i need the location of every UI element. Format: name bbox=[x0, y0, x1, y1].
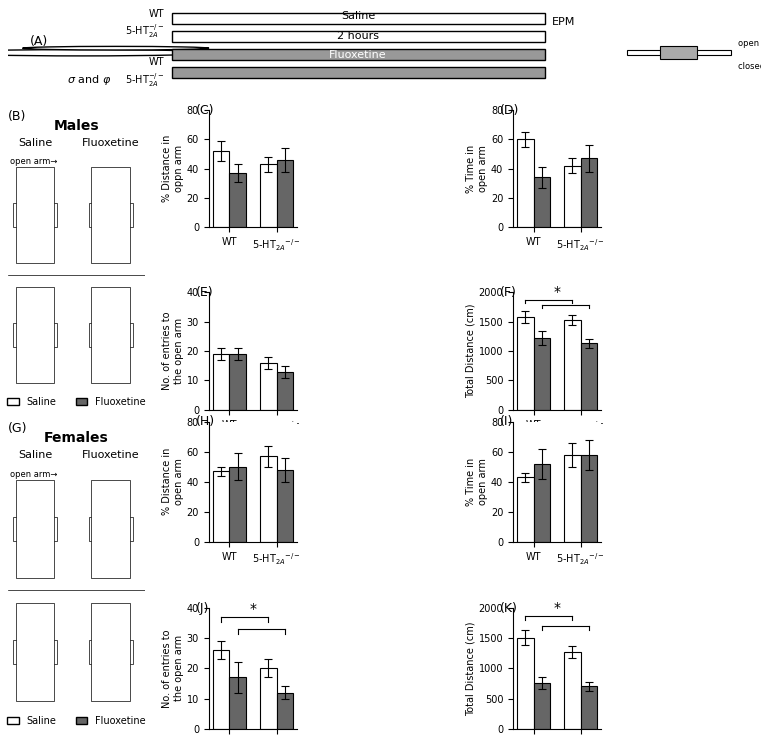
Bar bbox=[89, 640, 132, 664]
Bar bbox=[16, 287, 54, 383]
Text: Fluoxetine: Fluoxetine bbox=[82, 450, 139, 461]
Bar bbox=[229, 677, 246, 729]
Ellipse shape bbox=[0, 49, 213, 56]
Legend: Saline, Fluoxetine: Saline, Fluoxetine bbox=[3, 712, 150, 730]
Bar bbox=[260, 668, 276, 729]
Text: open arm→: open arm→ bbox=[11, 157, 58, 166]
Bar bbox=[533, 464, 550, 542]
Bar bbox=[172, 67, 545, 78]
Bar bbox=[533, 684, 550, 729]
Bar bbox=[16, 480, 54, 578]
Text: 5-HT$_{2A}^{-/-}$: 5-HT$_{2A}^{-/-}$ bbox=[125, 71, 164, 88]
Y-axis label: % Time in
open arm: % Time in open arm bbox=[466, 458, 488, 506]
Bar bbox=[276, 160, 293, 227]
Y-axis label: % Distance in
oppn arm: % Distance in oppn arm bbox=[162, 135, 184, 202]
Text: Males: Males bbox=[53, 118, 99, 132]
Bar bbox=[172, 49, 545, 60]
Text: *: * bbox=[554, 285, 561, 299]
Bar bbox=[16, 167, 54, 263]
Bar bbox=[229, 354, 246, 410]
Bar bbox=[260, 456, 276, 542]
Bar bbox=[91, 167, 130, 263]
Bar bbox=[213, 151, 229, 227]
Bar bbox=[229, 467, 246, 542]
Text: (F): (F) bbox=[500, 286, 517, 300]
Bar bbox=[581, 687, 597, 729]
Bar bbox=[91, 287, 130, 383]
Bar bbox=[213, 354, 229, 410]
Text: Fluoxetine: Fluoxetine bbox=[330, 49, 387, 60]
Y-axis label: No. of entries to
the open arm: No. of entries to the open arm bbox=[162, 312, 184, 390]
Bar bbox=[13, 640, 57, 664]
Bar bbox=[91, 603, 130, 701]
Bar bbox=[564, 455, 581, 542]
Legend: Saline, Fluoxetine: Saline, Fluoxetine bbox=[3, 393, 150, 411]
Bar bbox=[517, 477, 533, 542]
Bar bbox=[626, 51, 731, 55]
Bar bbox=[564, 166, 581, 227]
Text: Fluoxetine: Fluoxetine bbox=[82, 138, 139, 148]
Text: EPM: EPM bbox=[552, 17, 575, 27]
Text: (A): (A) bbox=[30, 35, 48, 48]
Text: Saline: Saline bbox=[18, 450, 53, 461]
Bar bbox=[517, 139, 533, 227]
Bar bbox=[276, 693, 293, 729]
Text: WT: WT bbox=[148, 57, 164, 67]
Bar bbox=[89, 323, 132, 347]
Bar bbox=[89, 517, 132, 541]
Text: Females: Females bbox=[44, 431, 109, 445]
Bar bbox=[172, 31, 545, 42]
Text: (E): (E) bbox=[196, 286, 213, 300]
Bar bbox=[276, 470, 293, 542]
Bar bbox=[533, 338, 550, 410]
Y-axis label: Total Distance (cm): Total Distance (cm) bbox=[466, 304, 476, 398]
Bar bbox=[213, 651, 229, 729]
Text: (C): (C) bbox=[196, 104, 214, 117]
Bar bbox=[13, 517, 57, 541]
Text: closed arm: closed arm bbox=[738, 62, 761, 71]
Bar bbox=[213, 471, 229, 542]
Text: Saline: Saline bbox=[341, 12, 375, 21]
Text: 5-HT$_{2A}^{-/-}$: 5-HT$_{2A}^{-/-}$ bbox=[125, 24, 164, 40]
Bar bbox=[581, 455, 597, 542]
Bar bbox=[172, 13, 545, 24]
Text: open arm→: open arm→ bbox=[11, 470, 58, 479]
Bar bbox=[13, 323, 57, 347]
Bar bbox=[581, 344, 597, 410]
Bar bbox=[564, 320, 581, 410]
Y-axis label: Total Distance (cm): Total Distance (cm) bbox=[466, 621, 476, 715]
Text: (D): (D) bbox=[500, 104, 519, 117]
Bar bbox=[13, 203, 57, 227]
Bar bbox=[91, 480, 130, 578]
Bar bbox=[564, 652, 581, 729]
Text: $\sigma$ and $\varphi$: $\sigma$ and $\varphi$ bbox=[67, 73, 112, 87]
Bar bbox=[16, 603, 54, 701]
Text: (H): (H) bbox=[196, 416, 215, 428]
Bar bbox=[260, 363, 276, 410]
Text: (G): (G) bbox=[8, 422, 27, 434]
Text: (J): (J) bbox=[196, 602, 209, 615]
Text: 2 hours: 2 hours bbox=[337, 32, 379, 41]
Bar bbox=[260, 164, 276, 227]
Text: *: * bbox=[554, 601, 561, 615]
Bar bbox=[229, 173, 246, 227]
Bar bbox=[581, 158, 597, 227]
Text: (B): (B) bbox=[8, 110, 26, 123]
Ellipse shape bbox=[23, 46, 209, 50]
Text: Saline: Saline bbox=[18, 138, 53, 148]
Text: WT: WT bbox=[148, 9, 164, 18]
Bar bbox=[517, 637, 533, 729]
Text: open arm: open arm bbox=[738, 39, 761, 48]
Y-axis label: No. of entries to
the open arm: No. of entries to the open arm bbox=[162, 629, 184, 708]
Text: (K): (K) bbox=[500, 602, 517, 615]
Bar bbox=[517, 317, 533, 410]
Y-axis label: % Distance in
open arm: % Distance in open arm bbox=[162, 448, 184, 515]
Text: *: * bbox=[250, 602, 256, 616]
Bar bbox=[533, 177, 550, 227]
Bar bbox=[661, 46, 697, 59]
Bar bbox=[276, 372, 293, 410]
Text: (I): (I) bbox=[500, 416, 513, 428]
Bar bbox=[89, 203, 132, 227]
Y-axis label: % Time in
open arm: % Time in open arm bbox=[466, 144, 488, 193]
